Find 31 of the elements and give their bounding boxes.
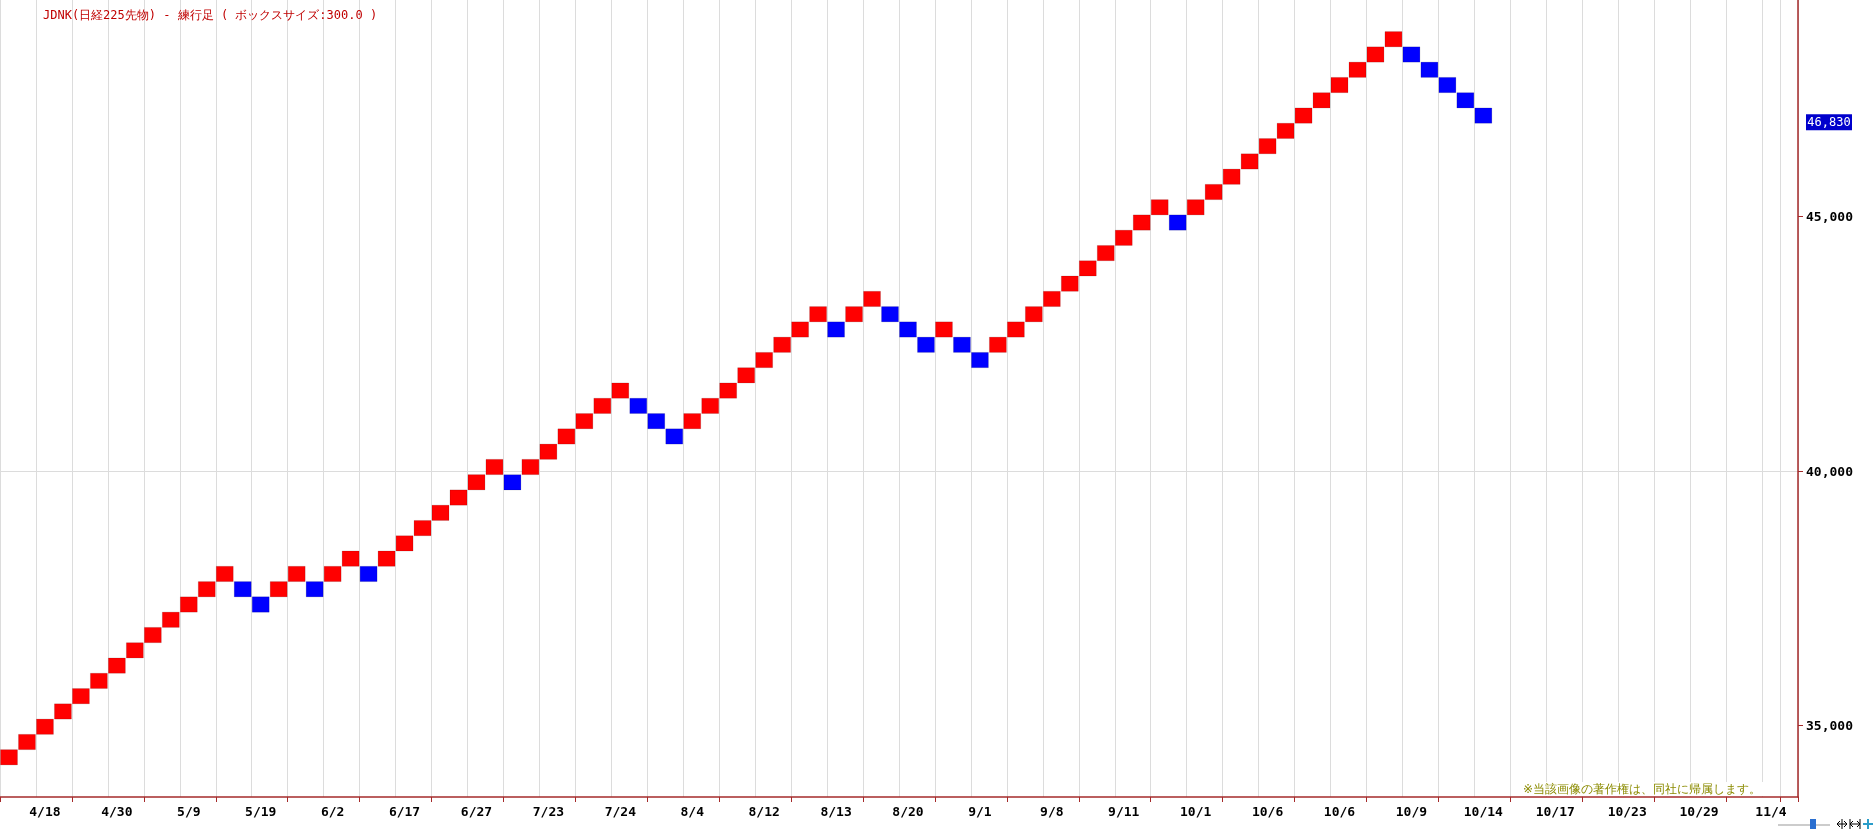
x-tick-label: 8/12 bbox=[748, 804, 780, 819]
x-tick-label: 6/17 bbox=[388, 804, 421, 819]
x-tick-label: 9/1 bbox=[968, 804, 992, 819]
x-tick-label: 10/1 bbox=[1180, 804, 1212, 819]
x-tick-label: 9/8 bbox=[1040, 804, 1064, 819]
x-tick-label: 11/4 bbox=[1755, 804, 1787, 819]
x-tick-label: 5/9 bbox=[177, 804, 201, 819]
x-tick-label: 4/18 bbox=[29, 804, 61, 819]
x-tick-label: 10/14 bbox=[1463, 804, 1504, 819]
x-tick-label: 4/30 bbox=[101, 804, 133, 819]
x-tick-label: 10/9 bbox=[1395, 804, 1428, 819]
text: JDNK(日経225先物) - 練行足 ( ボックスサイズ:300.0 ) bbox=[43, 8, 378, 22]
x-tick-label: 5/19 bbox=[245, 804, 277, 819]
annotation: ※当該画像の著作権は、同社に帰属します。 bbox=[1522, 782, 1762, 796]
x-tick-label: 6/27 bbox=[460, 804, 493, 819]
x-tick-label: 7/24 bbox=[604, 804, 637, 819]
text: 46,830 bbox=[1807, 115, 1851, 130]
x-tick-label: 8/4 bbox=[680, 804, 705, 819]
x-tick-label: 7/23 bbox=[532, 804, 565, 819]
x-tick-label: 9/11 bbox=[1108, 804, 1140, 819]
x-tick-label: 10/23 bbox=[1607, 804, 1647, 819]
y-tick-label: 35,000 bbox=[1806, 718, 1854, 734]
x-tick-label: 10/29 bbox=[1679, 804, 1719, 819]
y-tick-label: 45,000 bbox=[1806, 208, 1854, 224]
x-tick-label: 8/20 bbox=[892, 804, 924, 819]
x-tick-label: 6/2 bbox=[320, 804, 345, 819]
y-tick-label: 40,000 bbox=[1806, 463, 1854, 479]
x-tick-label: 8/13 bbox=[820, 804, 852, 819]
x-tick-label: 10/6 bbox=[1323, 804, 1356, 819]
x-tick-label: 10/17 bbox=[1535, 804, 1575, 819]
x-tick-label: 10/6 bbox=[1251, 804, 1284, 819]
